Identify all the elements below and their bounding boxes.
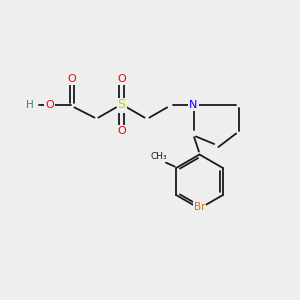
Text: H: H bbox=[26, 100, 34, 110]
Text: Br: Br bbox=[194, 202, 205, 212]
Text: O: O bbox=[45, 100, 54, 110]
Text: O: O bbox=[68, 74, 76, 85]
Text: O: O bbox=[117, 125, 126, 136]
Text: S: S bbox=[118, 98, 125, 112]
Text: O: O bbox=[117, 74, 126, 85]
Text: N: N bbox=[189, 100, 198, 110]
Text: CH₃: CH₃ bbox=[151, 152, 167, 161]
